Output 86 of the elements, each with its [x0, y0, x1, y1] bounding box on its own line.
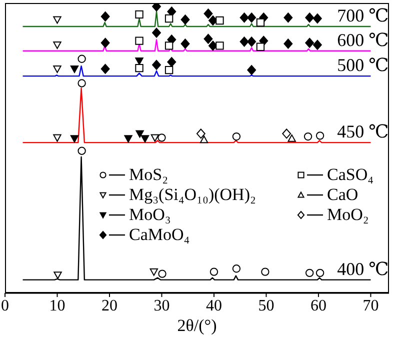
x-tick-label: 70: [362, 297, 379, 314]
point: [312, 13, 322, 24]
point: [216, 16, 224, 25]
x-tick-label: 40: [206, 297, 222, 314]
point: [167, 6, 176, 17]
point: [54, 272, 62, 280]
x-tick-label: 20: [101, 297, 118, 314]
point: [210, 268, 218, 276]
point: [216, 42, 224, 50]
point: [200, 136, 208, 144]
point: [208, 40, 218, 51]
point: [204, 8, 213, 19]
point: [53, 41, 62, 49]
point: [70, 66, 79, 74]
legend-label: MoS₂: [129, 165, 168, 185]
point: [100, 38, 110, 48]
x-tick-label: 0: [1, 297, 9, 314]
point: [100, 11, 110, 22]
legend-label: Mg₃(Si₄O₁₀)(OH)₂: [129, 185, 256, 205]
point: [78, 79, 86, 88]
series-label: 600 ℃: [337, 30, 389, 50]
point: [240, 36, 249, 47]
x-tick-label: 30: [154, 297, 170, 314]
legend-label: MoO₃: [129, 205, 171, 225]
point: [261, 268, 270, 276]
legend-label: CaMoO₄: [129, 225, 190, 245]
point: [305, 268, 314, 278]
point: [204, 34, 213, 44]
point: [152, 3, 161, 12]
point: [316, 132, 324, 140]
point: [158, 134, 166, 142]
x-axis-title: 2θ/(°): [177, 316, 217, 335]
point: [196, 128, 206, 139]
series-label: 500 ℃: [337, 55, 389, 76]
point: [164, 66, 174, 74]
point: [135, 58, 144, 65]
legend-label: MoO₂: [327, 205, 369, 225]
point: [70, 135, 79, 143]
legend-label: CaSO₄: [327, 165, 374, 185]
point: [284, 12, 293, 23]
point: [180, 14, 190, 25]
point: [316, 268, 324, 278]
point: [136, 130, 144, 138]
series-label: 450 ℃: [337, 122, 389, 142]
point: [158, 270, 166, 278]
point: [312, 40, 322, 50]
point: [53, 16, 62, 24]
point: [180, 38, 190, 49]
point: [256, 18, 265, 27]
point: [135, 36, 144, 45]
point: [53, 66, 62, 74]
point: [152, 60, 161, 70]
point: [135, 64, 144, 72]
point: [232, 264, 241, 273]
point: [167, 57, 176, 68]
point: [305, 38, 314, 48]
point: [288, 134, 296, 142]
point: [164, 42, 174, 50]
series-label: 700 ℃: [337, 6, 389, 26]
point: [164, 14, 174, 23]
point: [100, 64, 110, 74]
point: [140, 135, 150, 143]
point: [78, 54, 86, 63]
point: [247, 36, 256, 47]
point: [282, 128, 292, 139]
point: [53, 134, 62, 142]
point: [247, 12, 256, 23]
point: [150, 268, 158, 276]
point: [256, 42, 265, 51]
point: [135, 10, 144, 19]
series-label: 400 ℃: [337, 258, 389, 279]
point: [208, 15, 218, 26]
point: [240, 12, 249, 23]
point: [152, 28, 161, 38]
x-tick-label: 60: [310, 297, 326, 314]
point: [150, 134, 160, 142]
x-tick-label: 50: [258, 297, 274, 314]
point: [284, 38, 293, 49]
point: [304, 132, 312, 141]
point: [124, 135, 132, 143]
x-tick-label: 10: [49, 297, 66, 314]
legend-label: CaO: [327, 185, 358, 205]
point: [247, 65, 256, 76]
point: [232, 132, 241, 141]
point: [305, 12, 314, 23]
point: [78, 146, 86, 155]
